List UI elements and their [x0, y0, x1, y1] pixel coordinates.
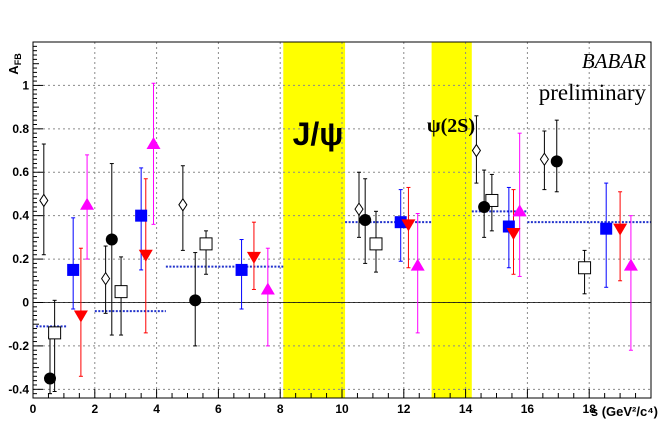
- data-point-filled-circle: [478, 200, 491, 213]
- markers-layer: [39, 137, 638, 385]
- vetoed-bands-layer: [283, 42, 472, 398]
- x-tick-label: 14: [459, 402, 473, 416]
- data-point-down-triangle: [506, 228, 521, 241]
- y-axis-title-main: A: [6, 65, 21, 75]
- jpsi-band-label: J/ψ: [293, 116, 344, 152]
- data-point-down-triangle: [613, 223, 628, 236]
- data-point-filled-square: [235, 263, 248, 276]
- data-point-open-square: [48, 326, 62, 340]
- vetoed-band-1: [431, 42, 472, 398]
- y-axis-title: AFB: [6, 53, 23, 75]
- data-point-open-diamond: [101, 271, 111, 286]
- y-tick-label: 0.6: [12, 165, 29, 179]
- data-point-filled-circle: [43, 372, 56, 385]
- data-point-down-triangle: [246, 251, 261, 264]
- x-tick-label: 12: [397, 402, 411, 416]
- axes-layer: 0 2 4 6 8 10 12 14 16 18 -0.4 -0.2 0 0.2 0.4 0.6 0.8 1: [8, 41, 652, 416]
- y-tick-label: 0.2: [12, 252, 29, 266]
- y-tick-label: 0.8: [12, 122, 29, 136]
- data-point-down-triangle: [73, 310, 88, 323]
- x-tick-label: 0: [30, 402, 37, 416]
- y-tick-label: 0.4: [12, 209, 29, 223]
- x-tick-label: 4: [153, 402, 160, 416]
- x-tick-label: 18: [583, 402, 597, 416]
- data-point-open-diamond: [471, 143, 482, 158]
- data-point-open-diamond: [178, 197, 188, 212]
- data-point-open-square: [369, 237, 383, 251]
- data-point-filled-circle: [359, 214, 372, 226]
- data-point-down-triangle: [401, 219, 416, 232]
- data-point-filled-circle: [189, 294, 202, 307]
- data-point-up-triangle: [512, 204, 527, 217]
- data-point-open-square: [578, 261, 592, 275]
- psi2s-band-label: ψ(2S): [427, 115, 475, 137]
- data-point-filled-square: [67, 263, 80, 276]
- data-point-up-triangle: [80, 197, 95, 210]
- data-point-filled-circle: [550, 155, 563, 168]
- data-point-open-diamond: [539, 152, 549, 167]
- x-tick-label: 2: [91, 402, 98, 416]
- x-tick-label: 10: [335, 402, 349, 416]
- data-point-open-square: [199, 237, 213, 251]
- data-point-filled-square: [394, 216, 407, 229]
- y-axis-title-sub: FB: [13, 53, 23, 65]
- x-tick-label: 8: [277, 402, 284, 416]
- data-point-open-diamond: [354, 202, 364, 217]
- data-point-filled-circle: [105, 233, 118, 246]
- data-point-open-diamond: [39, 193, 49, 208]
- babar-label: BABAR: [582, 49, 646, 73]
- data-point-up-triangle: [410, 258, 425, 271]
- vetoed-band-0: [283, 42, 346, 398]
- data-point-open-square: [114, 285, 128, 299]
- x-tick-label: 6: [215, 402, 222, 416]
- data-point-up-triangle: [623, 258, 638, 271]
- y-tick-label: 1: [22, 78, 29, 92]
- x-tick-label: 16: [521, 402, 535, 416]
- preliminary-label: preliminary: [539, 80, 647, 105]
- data-point-down-triangle: [138, 249, 153, 262]
- data-point-filled-square: [600, 222, 613, 235]
- data-point-up-triangle: [260, 282, 275, 295]
- y-tick-label: 0: [22, 295, 29, 309]
- data-point-filled-square: [135, 209, 148, 222]
- y-tick-label: -0.2: [8, 339, 29, 353]
- data-point-up-triangle: [146, 137, 161, 150]
- y-tick-label: -0.4: [8, 382, 29, 396]
- x-axis-title: s (GeV²/c⁴): [591, 404, 658, 419]
